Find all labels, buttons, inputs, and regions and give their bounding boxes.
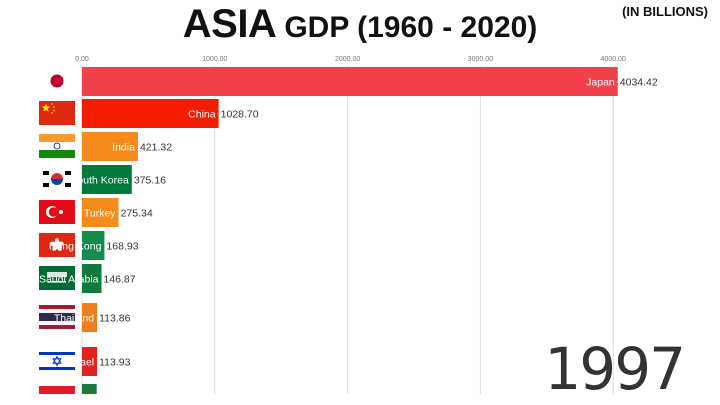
bar-value-label: 275.34 <box>121 208 153 220</box>
south-korea-flag-icon <box>39 167 75 191</box>
chart-title: ASIA GDP (1960 - 2020) <box>0 2 720 47</box>
title-main: ASIA <box>182 2 277 46</box>
bar-row: Hong Kong 168.93 <box>39 231 139 260</box>
bar-label: Israel <box>68 357 94 369</box>
unit-label: (IN BILLIONS) <box>622 4 708 19</box>
bar-row: South Korea 375.16 <box>39 165 166 194</box>
year-label: 1997 <box>544 335 686 403</box>
bar-row: 110.84 <box>39 384 130 405</box>
bar-label: China <box>188 109 216 121</box>
x-tick-label: 3000.00 <box>468 56 493 63</box>
x-tick-label: 4000.00 <box>601 56 626 63</box>
bar-label: Turkey <box>84 208 116 220</box>
israel-flag-icon <box>39 349 75 373</box>
bar-value-label: 375.16 <box>134 175 166 187</box>
bar-label: Thailand <box>54 313 94 325</box>
china-flag-icon <box>39 101 75 125</box>
grid-layer: 0.00 1000.00 2000.00 3000.00 4000.00 <box>75 56 626 394</box>
partial-flag-icon <box>39 386 75 394</box>
bar-label: Japan <box>586 77 615 89</box>
bar-row: India 421.32 <box>39 132 172 161</box>
x-tick-label: 0.00 <box>75 56 89 63</box>
thailand-flag-icon <box>39 305 75 329</box>
bar-row: Thailand 113.86 <box>39 303 131 332</box>
bar-label: Saudi Arabia <box>39 274 99 286</box>
bar <box>82 384 97 394</box>
bar <box>82 231 105 260</box>
bar-value-label: 113.93 <box>99 357 130 369</box>
bar-row: China 1028.70 <box>39 99 259 128</box>
bar-label: Hong Kong <box>49 241 102 253</box>
turkey-flag-icon <box>39 200 75 224</box>
saudi-arabia-flag-icon <box>39 266 75 290</box>
bar-value-label: 146.87 <box>104 274 136 286</box>
title-subtitle: GDP (1960 - 2020) <box>284 11 538 44</box>
bar-row: Saudi Arabia 146.87 <box>39 264 136 293</box>
hong-kong-flag-icon <box>39 233 75 257</box>
japan-flag-icon <box>39 69 75 93</box>
bar-value-label: 110.84 <box>99 394 130 405</box>
bar <box>82 347 98 376</box>
bar-row: Japan 4034.42 <box>39 67 658 96</box>
bar-row: Israel 113.93 <box>39 347 131 376</box>
bars-layer: Japan 4034.42 China 1028.70 India 421.32 South… <box>0 66 658 405</box>
left-mask <box>0 66 36 394</box>
bar <box>82 198 119 227</box>
bar-value-label: 1028.70 <box>221 109 259 121</box>
x-tick-label: 1000.00 <box>202 56 227 63</box>
bar <box>82 99 219 128</box>
bar-row: Turkey 275.34 <box>39 198 153 227</box>
bar-value-label: 421.32 <box>140 142 172 154</box>
x-tick-label: 2000.00 <box>335 56 360 63</box>
bar <box>82 264 102 293</box>
india-flag-icon <box>39 134 75 158</box>
bar-label: India <box>112 142 135 154</box>
bar-value-label: 113.86 <box>99 313 130 325</box>
bar-value-label: 4034.42 <box>620 77 658 89</box>
bar <box>82 303 98 332</box>
bar <box>82 132 138 161</box>
bar <box>82 67 618 96</box>
bar <box>82 165 132 194</box>
bar-label: South Korea <box>70 175 129 187</box>
bar-value-label: 168.93 <box>106 241 138 253</box>
